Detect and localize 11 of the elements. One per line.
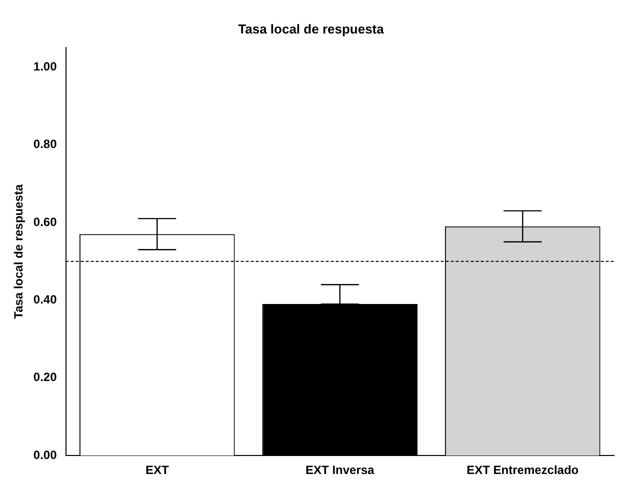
y-axis-title: Tasa local de respuesta <box>12 184 26 319</box>
y-tick-label: 1.00 <box>33 59 58 74</box>
y-tick-label: 0.40 <box>33 292 58 306</box>
x-tick-label: EXT <box>145 463 170 478</box>
y-tick-label: 0.00 <box>33 448 58 462</box>
chart-title: Tasa local de respuesta <box>238 21 385 36</box>
x-tick-label: EXT Inversa <box>306 463 375 478</box>
y-tick-label: 0.20 <box>33 370 58 384</box>
y-tick-label: 0.60 <box>33 214 58 229</box>
x-tick-label: EXT Entremezclado <box>466 463 579 478</box>
y-tick-label: 0.80 <box>33 137 58 152</box>
